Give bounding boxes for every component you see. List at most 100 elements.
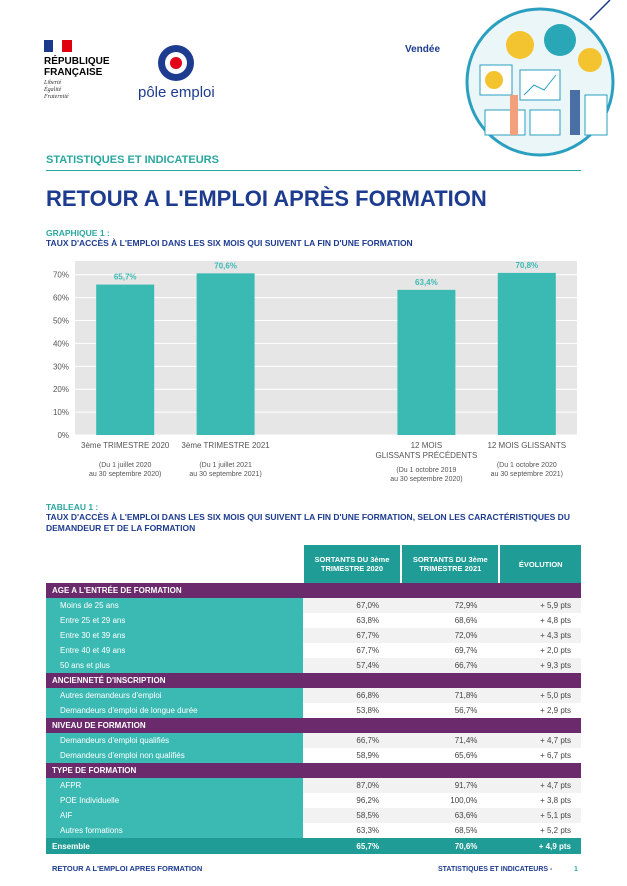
flag: [44, 40, 72, 52]
row-label: Autres formations: [46, 823, 303, 838]
data-row: Autres formations 63,3% 68,5% + 5,2 pts: [46, 823, 581, 838]
value-cell: 66,7%: [401, 658, 500, 673]
value-cell: 91,7%: [401, 778, 500, 793]
y-tick-label: 0%: [57, 431, 69, 440]
y-tick-label: 70%: [53, 271, 69, 280]
x-tick-label: 3ème TRIMESTRE 2020: [81, 441, 170, 450]
brand: pôle emploi: [138, 84, 215, 101]
graph-label: GRAPHIQUE 1 :: [46, 228, 110, 238]
republic-line: RÉPUBLIQUE: [44, 56, 110, 67]
value-cell: + 4,3 pts: [499, 628, 581, 643]
data-row: Moins de 25 ans 67,0% 72,9% + 5,9 pts: [46, 598, 581, 613]
republic-line: FRANÇAISE: [44, 67, 103, 78]
y-tick-label: 20%: [53, 385, 69, 394]
value-cell: 63,8%: [302, 613, 402, 628]
graph-title: TAUX D'ACCÈS À L'EMPLOI DANS LES SIX MOI…: [46, 238, 413, 248]
header-cell: SORTANTS DU 3ème TRIMESTRE 2020: [301, 545, 402, 583]
row-label: Demandeurs d'emploi non qualifiés: [46, 748, 303, 763]
row-label: POE Individuelle: [46, 793, 303, 808]
republic: RÉPUBLIQUE FRANÇAISE: [44, 56, 110, 78]
data-row: AFPR 87,0% 91,7% + 4,7 pts: [46, 778, 581, 793]
value-cell: 67,7%: [302, 628, 402, 643]
page-number: 1: [574, 866, 578, 873]
section-row: TYPE DE FORMATION: [46, 763, 581, 778]
value-cell: + 4,7 pts: [499, 778, 581, 793]
section-title: NIVEAU DE FORMATION: [46, 718, 303, 733]
row-label: Entre 25 et 29 ans: [46, 613, 303, 628]
table-title: TAUX D'ACCÈS À L'EMPLOI DANS LES SIX MOI…: [46, 512, 570, 533]
value-label: 70,8%: [515, 261, 538, 270]
value-cell: 58,5%: [302, 808, 402, 823]
header-cell: [46, 545, 303, 583]
value-cell: 72,0%: [401, 628, 500, 643]
data-row: POE Individuelle 96,2% 100,0% + 3,8 pts: [46, 793, 581, 808]
y-tick-label: 50%: [53, 317, 69, 326]
section-row: NIVEAU DE FORMATION: [46, 718, 581, 733]
value-cell: 58,9%: [302, 748, 402, 763]
bar: [497, 272, 556, 435]
value-cell: 63,3%: [302, 823, 402, 838]
data-row: 50 ans et plus 57,4% 66,7% + 9,3 pts: [46, 658, 581, 673]
section-row: ANCIENNETÉ D'INSCRIPTION: [46, 673, 581, 688]
table-label: TABLEAU 1 :: [46, 502, 99, 512]
category-note: (Du 1 octobre 2019 au 30 septembre 2020): [390, 467, 462, 483]
data-row: Autres demandeurs d'emploi 66,8% 71,8% + 5,…: [46, 688, 581, 703]
x-tick-label: 3ème TRIMESTRE 2021: [181, 441, 270, 450]
total-value: 70,6%: [401, 838, 500, 854]
category-note: (Du 1 juillet 2021 au 30 septembre 2021): [189, 462, 261, 478]
value-cell: 66,7%: [302, 733, 402, 748]
value-cell: 56,7%: [401, 703, 500, 718]
value-cell: 71,8%: [401, 688, 500, 703]
motto-line: Fraternité: [44, 94, 69, 100]
bar: [96, 284, 155, 435]
value-cell: + 5,1 pts: [499, 808, 581, 823]
data-table: SORTANTS DU 3ème TRIMESTRE 2020 SORTANTS …: [46, 545, 581, 854]
data-row: Entre 40 et 49 ans 67,7% 69,7% + 2,0 pts: [46, 643, 581, 658]
value-cell: + 5,0 pts: [499, 688, 581, 703]
section-fill: [302, 583, 581, 598]
value-label: 63,4%: [415, 278, 438, 287]
section-label: STATISTIQUES ET INDICATEURS: [46, 154, 219, 166]
value-cell: 67,7%: [302, 643, 402, 658]
value-cell: + 2,0 pts: [499, 643, 581, 658]
data-row: Entre 25 et 29 ans 63,8% 68,6% + 4,8 pts: [46, 613, 581, 628]
row-label: AFPR: [46, 778, 303, 793]
section-title: AGE A L'ENTRÉE DE FORMATION: [46, 583, 303, 598]
pole-emploi-logo: [158, 45, 194, 81]
value-cell: + 6,7 pts: [499, 748, 581, 763]
total-label: Ensemble: [46, 838, 303, 854]
value-cell: 87,0%: [302, 778, 402, 793]
header-cell: SORTANTS DU 3ème TRIMESTRE 2021: [400, 545, 500, 583]
page-title: RETOUR A L'EMPLOI APRÈS FORMATION: [46, 186, 487, 211]
value-cell: + 3,8 pts: [499, 793, 581, 808]
data-row: Demandeurs d'emploi de longue durée 53,8%…: [46, 703, 581, 718]
value-cell: 66,8%: [302, 688, 402, 703]
illustration: [465, 0, 615, 157]
value-cell: + 2,9 pts: [499, 703, 581, 718]
section-fill: [302, 718, 581, 733]
value-cell: 67,0%: [302, 598, 402, 613]
value-cell: 69,7%: [401, 643, 500, 658]
total-row: Ensemble 65,7% 70,6% + 4,9 pts: [46, 838, 581, 854]
category-note: (Du 1 octobre 2020 au 30 septembre 2021): [491, 462, 563, 478]
value-cell: + 4,8 pts: [499, 613, 581, 628]
data-row: Entre 30 et 39 ans 67,7% 72,0% + 4,3 pts: [46, 628, 581, 643]
row-label: Demandeurs d'emploi qualifiés: [46, 733, 303, 748]
row-label: Entre 40 et 49 ans: [46, 643, 303, 658]
value-cell: + 5,9 pts: [499, 598, 581, 613]
value-cell: 100,0%: [401, 793, 500, 808]
value-cell: + 4,7 pts: [499, 733, 581, 748]
bar: [397, 289, 456, 435]
motto-line: Liberté: [44, 80, 62, 86]
value-cell: 68,5%: [401, 823, 500, 838]
region: Vendée: [405, 44, 441, 55]
data-row: AIF 58,5% 63,6% + 5,1 pts: [46, 808, 581, 823]
y-tick-label: 10%: [53, 408, 69, 417]
value-label: 65,7%: [114, 273, 137, 282]
value-cell: 71,4%: [401, 733, 500, 748]
bar: [196, 273, 255, 435]
category-note: (Du 1 juillet 2020 au 30 septembre 2020): [89, 462, 161, 478]
plot-area: [75, 261, 577, 435]
row-label: Entre 30 et 39 ans: [46, 628, 303, 643]
